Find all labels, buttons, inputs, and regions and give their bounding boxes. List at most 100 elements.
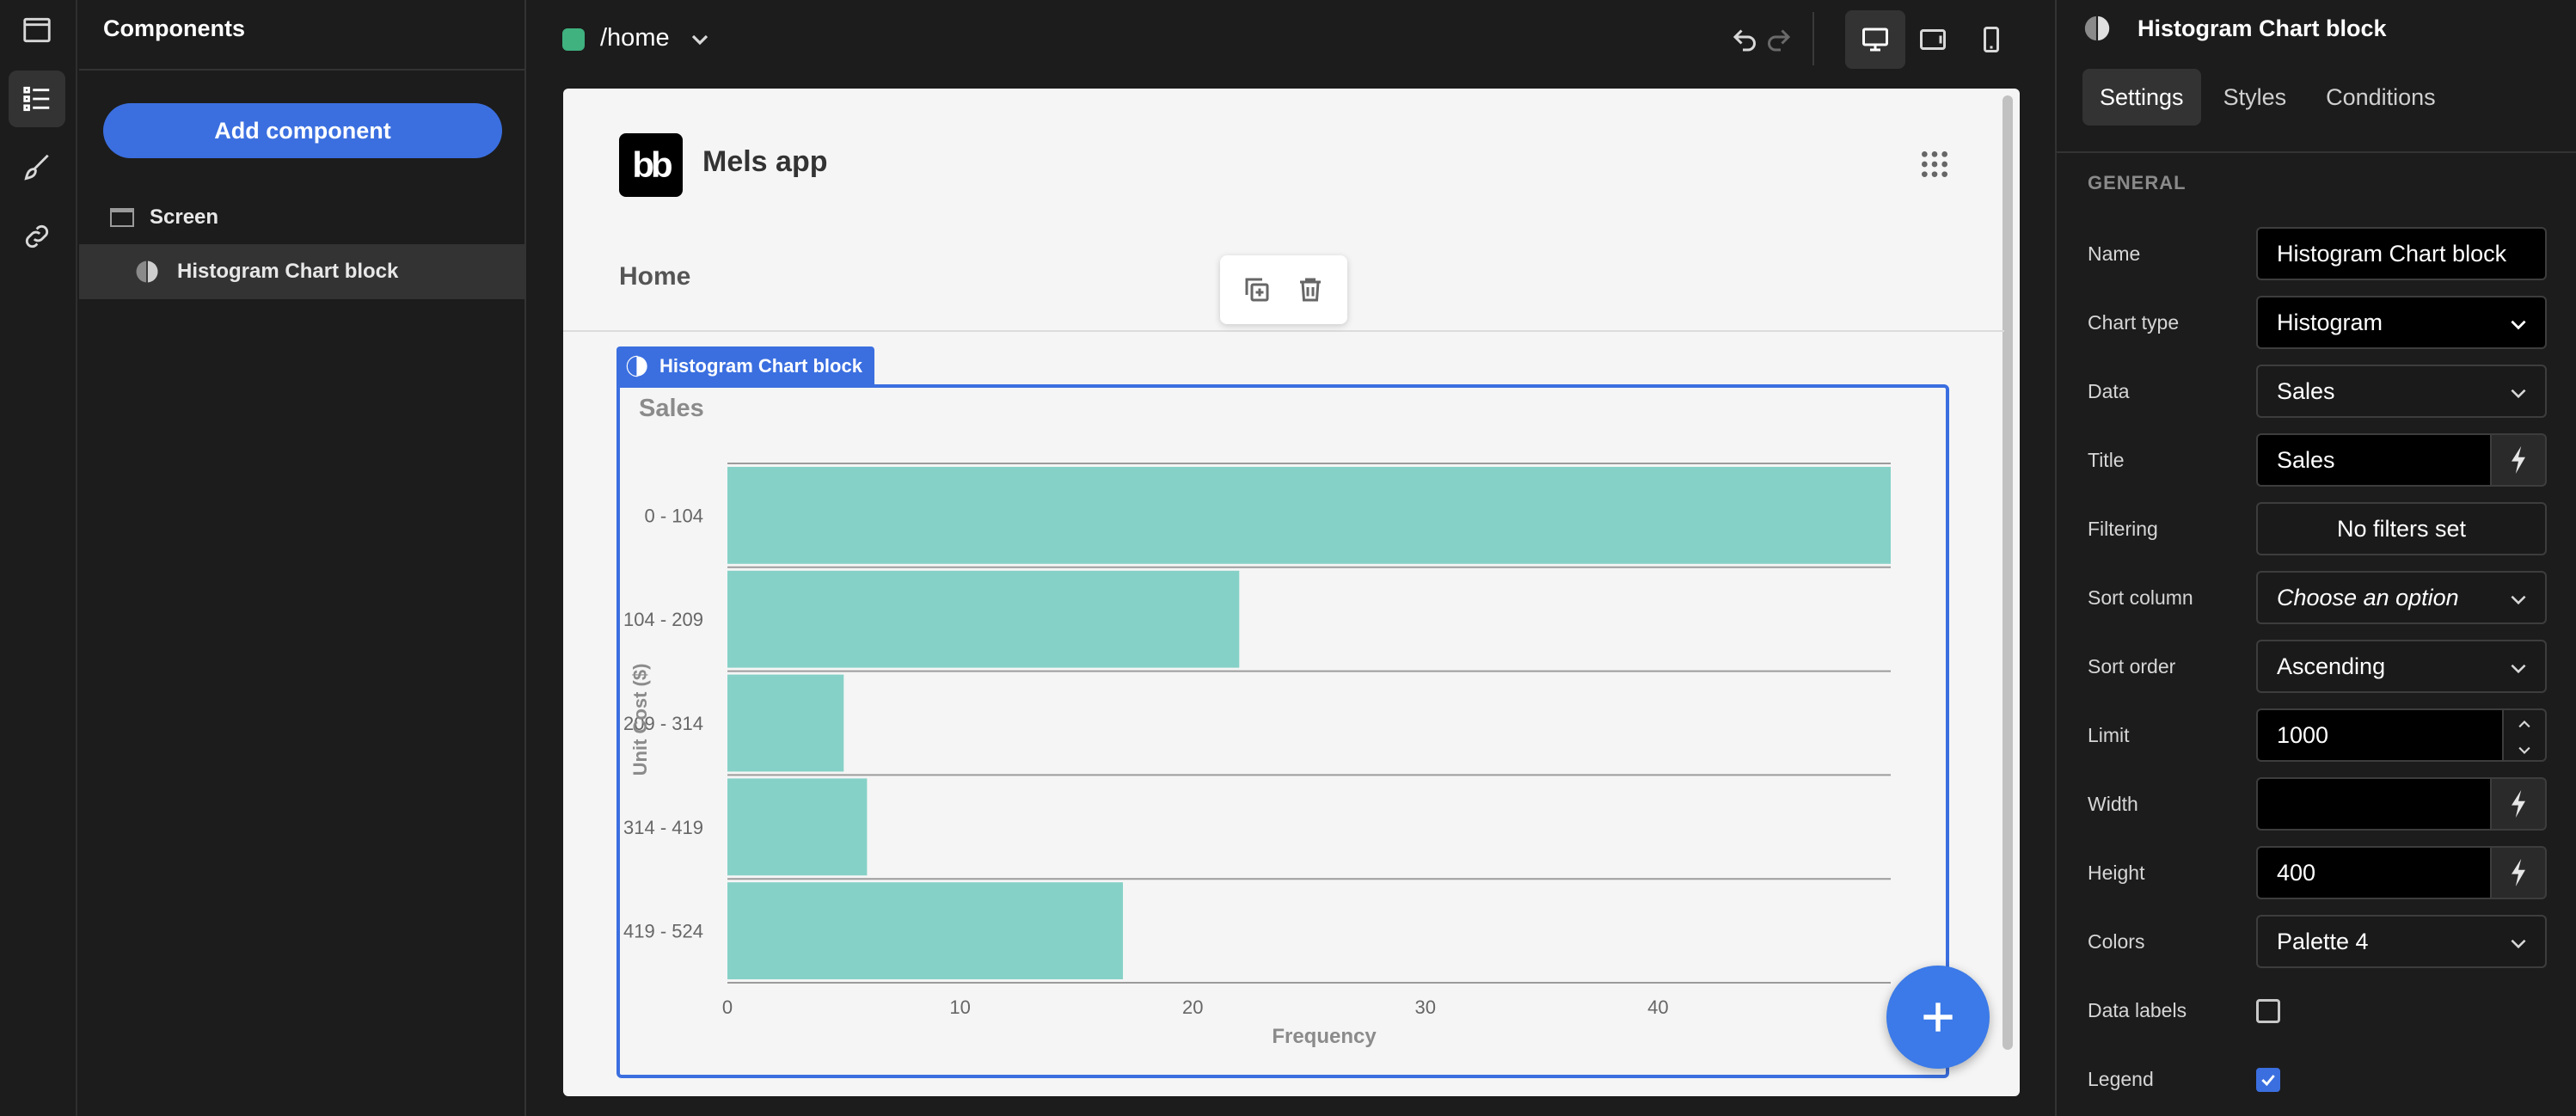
checkmark-icon xyxy=(2261,1075,2275,1087)
width-binding-button[interactable] xyxy=(2492,777,2547,831)
route-color-indicator xyxy=(562,28,585,51)
y-tick-label: 0 - 104 xyxy=(645,505,704,526)
screens-icon[interactable] xyxy=(9,2,65,58)
chevron-up-icon xyxy=(2518,720,2530,727)
components-list-icon[interactable] xyxy=(9,71,65,127)
tab-conditions[interactable]: Conditions xyxy=(2326,83,2436,110)
sort-column-value: Choose an option xyxy=(2277,584,2459,610)
chevron-down-icon xyxy=(2518,746,2530,754)
legend-label: Legend xyxy=(2088,1068,2154,1090)
tab-styles[interactable]: Styles xyxy=(2223,83,2287,110)
chart-title: Sales xyxy=(639,395,704,422)
bar-2 xyxy=(727,674,844,772)
height-input[interactable]: 400 xyxy=(2256,846,2492,899)
chevron-down-icon xyxy=(2511,595,2526,605)
app-preview: bb Mels app Home Histogram Chart block S… xyxy=(563,89,2020,1096)
title-input[interactable]: Sales xyxy=(2256,433,2492,487)
name-input[interactable]: Histogram Chart block xyxy=(2256,227,2547,280)
chart-icon xyxy=(136,261,158,283)
x-tick-label: 10 xyxy=(949,996,970,1018)
duplicate-icon[interactable] xyxy=(1242,274,1273,305)
y-tick-label: 419 - 524 xyxy=(623,921,703,942)
plus-icon xyxy=(1923,1003,1953,1032)
legend-checkbox[interactable] xyxy=(2256,1068,2280,1092)
width-input[interactable] xyxy=(2256,777,2492,831)
components-title: Components xyxy=(79,0,524,71)
filtering-button[interactable]: No filters set xyxy=(2256,502,2547,555)
title-label: Title xyxy=(2088,449,2125,471)
chart-bars xyxy=(727,467,1891,979)
name-label: Name xyxy=(2088,242,2141,265)
increment-button[interactable] xyxy=(2504,710,2545,737)
x-tick-label: 20 xyxy=(1182,996,1203,1018)
sort-order-select[interactable]: Ascending xyxy=(2256,640,2547,693)
brush-icon[interactable] xyxy=(9,139,65,196)
data-label: Data xyxy=(2088,380,2130,402)
lightning-icon xyxy=(2512,859,2525,886)
data-select[interactable]: Sales xyxy=(2256,365,2547,418)
chevron-down-icon xyxy=(2511,320,2526,330)
x-tick-label: 40 xyxy=(1647,996,1668,1018)
chart-type-select[interactable]: Histogram xyxy=(2256,296,2547,349)
block-tag-label: Histogram Chart block xyxy=(659,355,862,377)
chart-x-axis-label: Frequency xyxy=(1272,1025,1377,1048)
tree-item-label: Histogram Chart block xyxy=(177,260,399,283)
add-component-button[interactable]: Add component xyxy=(103,103,502,158)
sort-column-select[interactable]: Choose an option xyxy=(2256,571,2547,624)
tab-settings[interactable]: Settings xyxy=(2082,69,2201,126)
add-fab-button[interactable] xyxy=(1886,966,1990,1069)
data-value: Sales xyxy=(2277,377,2335,404)
app-logo: bb xyxy=(619,133,683,197)
colors-select[interactable]: Palette 4 xyxy=(2256,915,2547,968)
decrement-button[interactable] xyxy=(2504,737,2545,763)
tree-item-histogram-chart-block[interactable]: Histogram Chart block xyxy=(79,244,524,299)
tree-item-label: Screen xyxy=(150,205,219,229)
undo-icon[interactable] xyxy=(1725,19,1766,60)
selected-block-outline[interactable] xyxy=(616,384,1949,1078)
mobile-view-icon[interactable] xyxy=(1971,19,2012,60)
chart-x-tick-labels: 0 10 20 30 40 xyxy=(722,996,1669,1018)
settings-panel: Histogram Chart block Settings Styles Co… xyxy=(2055,0,2576,1116)
nav-link-home[interactable]: Home xyxy=(619,262,691,291)
bar-1 xyxy=(727,570,1240,668)
block-toolbar xyxy=(1220,255,1347,324)
filtering-label: Filtering xyxy=(2088,518,2158,540)
preview-scrollbar[interactable] xyxy=(2003,95,2013,1050)
redo-icon[interactable] xyxy=(1757,19,1799,60)
selected-block-tag[interactable]: Histogram Chart block xyxy=(616,346,874,386)
sort-order-label: Sort order xyxy=(2088,655,2176,678)
settings-header-title: Histogram Chart block xyxy=(2137,15,2387,41)
chart-icon xyxy=(2084,15,2110,41)
apps-grid-icon[interactable] xyxy=(1917,147,1952,181)
trash-icon[interactable] xyxy=(1295,274,1326,305)
app-name: Mels app xyxy=(702,145,828,178)
section-title-general: GENERAL xyxy=(2088,172,2187,193)
width-label: Width xyxy=(2088,793,2138,815)
limit-stepper xyxy=(2504,708,2547,762)
nav-divider xyxy=(563,330,2004,332)
top-bar: /home xyxy=(528,0,2055,79)
chart-type-value: Histogram xyxy=(2277,309,2383,335)
chart-y-axis-label: Unit Cost ($) xyxy=(629,664,651,776)
tree-item-screen[interactable]: Screen xyxy=(79,191,524,244)
components-panel: Components Add component Screen Histogra… xyxy=(79,0,526,1116)
route-selector[interactable]: /home xyxy=(600,24,670,52)
bar-0 xyxy=(727,467,1891,564)
link-icon[interactable] xyxy=(9,208,65,265)
left-rail xyxy=(0,0,77,1116)
data-labels-label: Data labels xyxy=(2088,999,2187,1021)
limit-input[interactable]: 1000 xyxy=(2256,708,2504,762)
desktop-view-icon[interactable] xyxy=(1845,10,1905,69)
lightning-icon xyxy=(2512,446,2525,474)
sort-column-label: Sort column xyxy=(2088,586,2193,609)
title-binding-button[interactable] xyxy=(2492,433,2547,487)
y-tick-label: 314 - 419 xyxy=(623,817,703,838)
chevron-down-icon[interactable] xyxy=(686,26,714,53)
data-labels-checkbox[interactable] xyxy=(2256,999,2280,1023)
x-tick-label: 30 xyxy=(1415,996,1436,1018)
height-binding-button[interactable] xyxy=(2492,846,2547,899)
settings-header: Histogram Chart block xyxy=(2082,14,2387,43)
tablet-view-icon[interactable] xyxy=(1912,19,1953,60)
lightning-icon xyxy=(2512,790,2525,818)
bar-4 xyxy=(727,882,1124,979)
